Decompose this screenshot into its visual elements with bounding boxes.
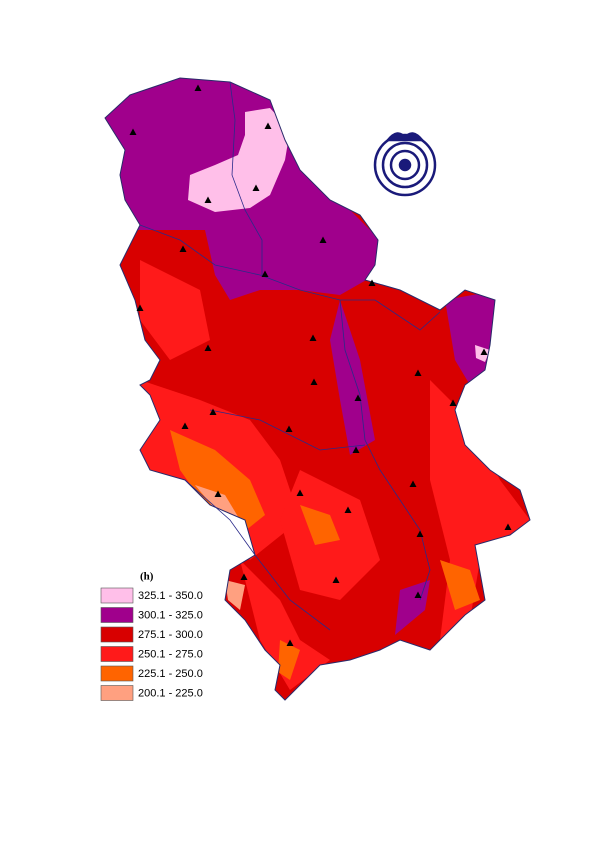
station — [449, 399, 457, 406]
station — [332, 576, 340, 583]
station — [319, 236, 327, 243]
legend-label: 200.1 - 225.0 — [138, 687, 203, 699]
logo-cloud — [385, 132, 425, 142]
station — [309, 334, 317, 341]
station — [264, 122, 272, 129]
logo-ring — [373, 133, 437, 197]
station — [261, 270, 269, 277]
station — [352, 446, 360, 453]
legend-swatch — [100, 587, 134, 604]
station — [136, 304, 144, 311]
station — [310, 378, 318, 385]
station — [181, 422, 189, 429]
legend-label: 250.1 - 275.0 — [138, 648, 203, 660]
station — [296, 489, 304, 496]
river — [139, 224, 441, 331]
station — [416, 530, 424, 537]
region — [278, 640, 300, 680]
region — [300, 505, 340, 545]
logo-center — [398, 158, 412, 172]
legend-label: 225.1 - 250.0 — [138, 668, 203, 680]
region — [140, 260, 210, 360]
station — [240, 573, 248, 580]
logo — [373, 132, 437, 197]
legend-swatch — [100, 626, 134, 643]
region — [440, 560, 480, 610]
river — [339, 299, 431, 601]
station — [285, 425, 293, 432]
station — [252, 184, 260, 191]
river — [184, 479, 331, 631]
river — [209, 409, 366, 451]
legend-swatch — [100, 607, 134, 623]
logo-ring — [381, 141, 429, 189]
legend-swatch — [100, 685, 134, 701]
region — [195, 485, 240, 520]
legend: 325.1 - 350.0 300.1 - 325.0 275.1 - 300.0 2… — [100, 587, 203, 701]
region — [225, 580, 245, 610]
legend-swatch — [100, 646, 134, 662]
station — [504, 523, 512, 530]
station — [414, 369, 422, 376]
rivers — [139, 81, 441, 631]
station — [179, 245, 187, 252]
legend-label: 300.1 - 325.0 — [138, 609, 203, 621]
station — [414, 591, 422, 598]
station — [204, 196, 212, 203]
station — [409, 480, 417, 487]
legend-title: (h) — [140, 571, 154, 583]
legend-swatch — [100, 665, 134, 682]
stations — [129, 84, 512, 646]
station — [286, 639, 294, 646]
station — [129, 128, 137, 135]
legend-label: 275.1 - 300.0 — [138, 629, 203, 641]
station — [204, 344, 212, 351]
region — [240, 560, 330, 690]
river — [229, 81, 263, 275]
legend-label: 325.1 - 350.0 — [138, 590, 203, 602]
station — [368, 279, 376, 286]
station — [480, 348, 488, 355]
station — [209, 408, 217, 415]
region — [170, 430, 265, 535]
station — [194, 84, 202, 91]
region — [395, 580, 430, 635]
station — [214, 490, 222, 497]
station — [344, 506, 352, 513]
region — [330, 300, 375, 455]
logo-ring — [389, 149, 421, 181]
station — [354, 394, 362, 401]
region — [188, 108, 290, 212]
